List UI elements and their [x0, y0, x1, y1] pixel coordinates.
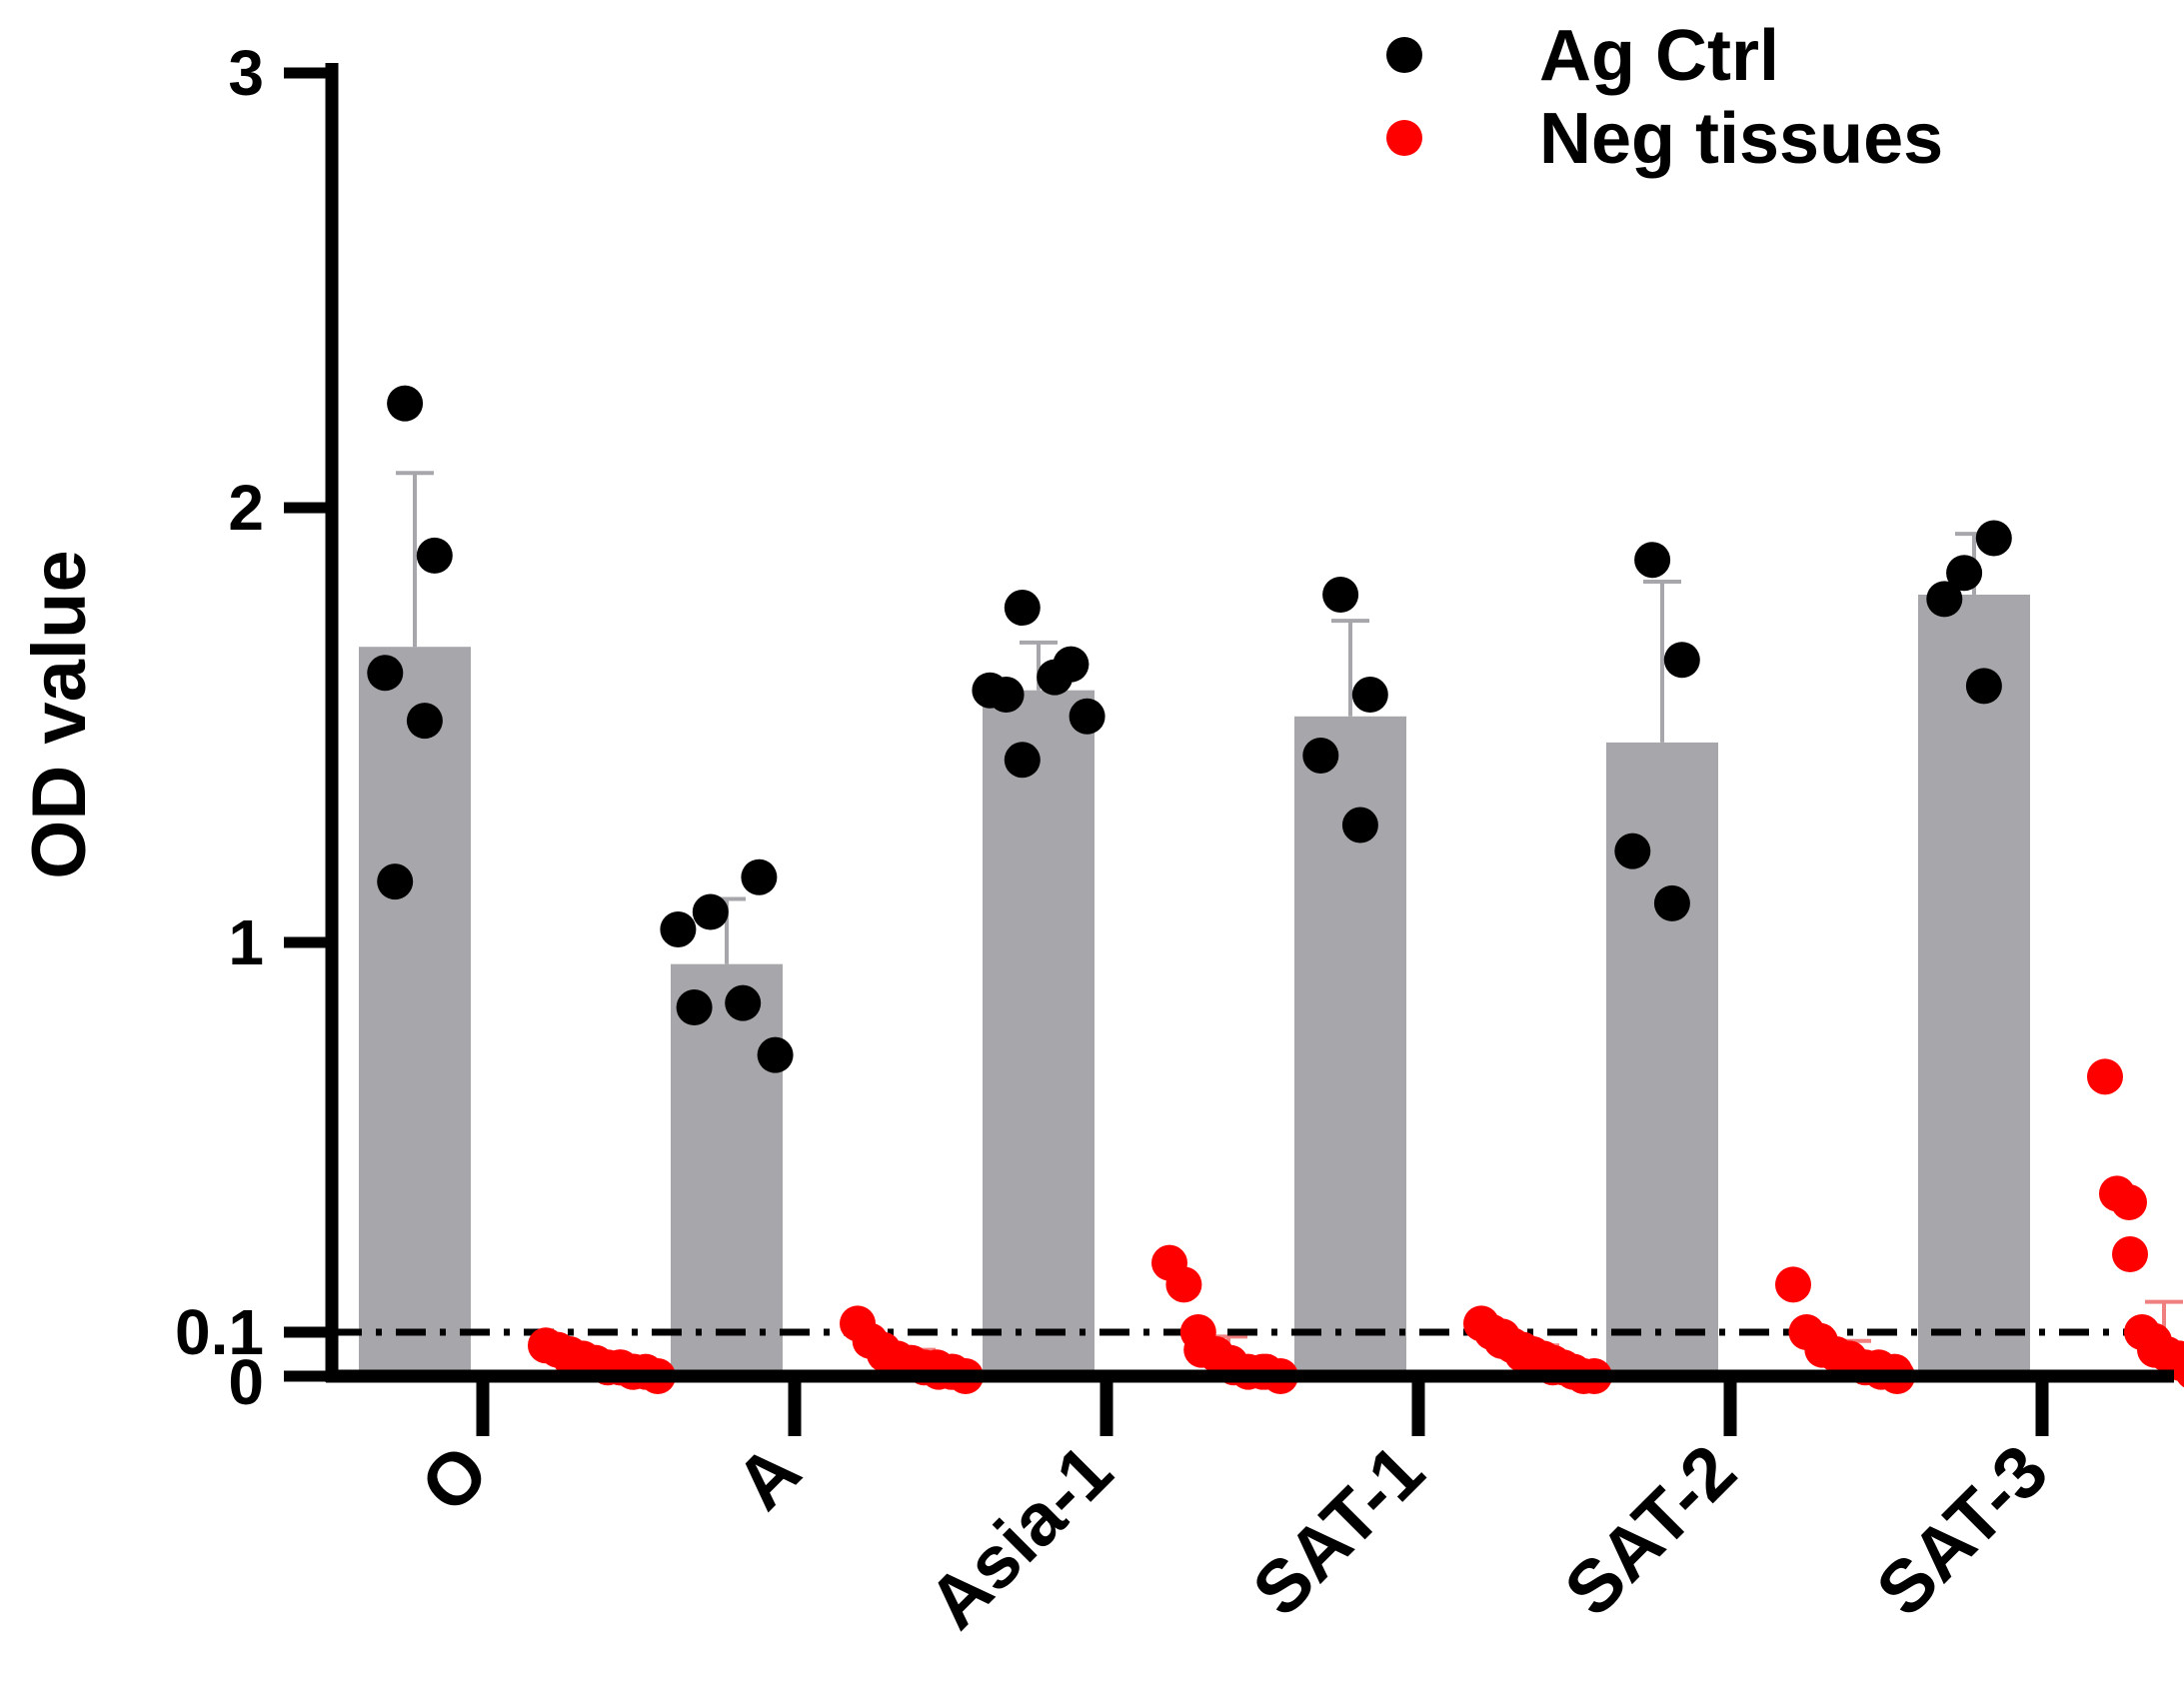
- point-agctrl-sat-1-0: [1322, 577, 1359, 613]
- point-agctrl-sat-2-1: [1663, 642, 1700, 679]
- point-agctrl-o-1: [416, 537, 453, 574]
- x-tick-label-asia-1: Asia-1: [913, 1429, 1128, 1645]
- points-layer: [367, 385, 2184, 1394]
- y-tick-label-2: 2: [228, 472, 264, 544]
- point-agctrl-a-1: [741, 858, 778, 895]
- point-agctrl-asia-1-6: [1004, 742, 1041, 779]
- point-agctrl-asia-1-5: [1069, 698, 1105, 735]
- legend-label-ag-ctrl: Ag Ctrl: [1539, 16, 1779, 96]
- point-negtissues-sat-3-3: [2112, 1236, 2148, 1272]
- point-agctrl-sat-3-3: [1965, 668, 2002, 705]
- point-agctrl-sat-2-3: [1653, 884, 1690, 921]
- point-agctrl-sat-1-2: [1302, 737, 1339, 774]
- point-agctrl-o-3: [406, 703, 443, 740]
- bar-agctrl-sat-3: [1918, 595, 2030, 1376]
- point-agctrl-o-4: [377, 863, 414, 900]
- y-tick-label-0-1: 0.1: [175, 1296, 264, 1368]
- point-agctrl-o-2: [367, 655, 404, 692]
- point-agctrl-sat-1-3: [1341, 807, 1378, 844]
- point-agctrl-a-5: [757, 1036, 794, 1073]
- x-tick-label-sat-3: SAT-3: [1860, 1429, 2063, 1632]
- point-agctrl-a-4: [676, 989, 713, 1025]
- point-negtissues-sat-2-0: [1775, 1266, 1811, 1303]
- point-agctrl-asia-1-0: [1004, 590, 1041, 627]
- x-tick-label-o: O: [405, 1429, 504, 1528]
- bars-layer: [359, 595, 2030, 1376]
- point-negtissues-sat-3-0: [2087, 1058, 2123, 1095]
- x-tick-label-sat-2: SAT-2: [1548, 1429, 1751, 1632]
- point-agctrl-sat-3-2: [1926, 581, 1963, 618]
- bar-agctrl-o: [359, 647, 471, 1376]
- point-agctrl-a-2: [660, 910, 697, 947]
- bar-agctrl-a: [671, 963, 783, 1376]
- point-negtissues-sat-3-2: [2111, 1184, 2147, 1220]
- point-agctrl-a-0: [692, 893, 729, 930]
- bar-agctrl-asia-1: [983, 690, 1094, 1376]
- point-agctrl-a-3: [725, 984, 762, 1021]
- point-agctrl-asia-1-4: [988, 677, 1025, 714]
- point-agctrl-sat-1-1: [1351, 677, 1388, 714]
- point-agctrl-sat-3-0: [1946, 555, 1983, 592]
- point-negtissues-sat-3-11: [2175, 1356, 2184, 1388]
- x-tick-label-a: A: [720, 1429, 816, 1525]
- y-tick-label-0: 0: [228, 1346, 264, 1418]
- point-agctrl-asia-1-3: [1037, 659, 1074, 696]
- point-negtissues-asia-1-1: [1165, 1266, 1202, 1303]
- legend-marker-neg-tissues: [1386, 120, 1422, 156]
- point-agctrl-sat-3-1: [1975, 520, 2012, 557]
- axes-layer: [284, 63, 2174, 1436]
- y-axis-title: OD value: [17, 550, 102, 878]
- y-tick-label-3: 3: [228, 37, 264, 109]
- x-tick-label-sat-1: SAT-1: [1236, 1429, 1439, 1632]
- point-agctrl-sat-2-2: [1614, 833, 1651, 869]
- point-agctrl-o-0: [387, 385, 424, 422]
- point-agctrl-sat-2-0: [1634, 542, 1671, 579]
- legend-label-neg-tissues: Neg tissues: [1539, 99, 1943, 179]
- legend-marker-ag-ctrl: [1386, 37, 1422, 73]
- y-tick-label-1: 1: [228, 906, 264, 978]
